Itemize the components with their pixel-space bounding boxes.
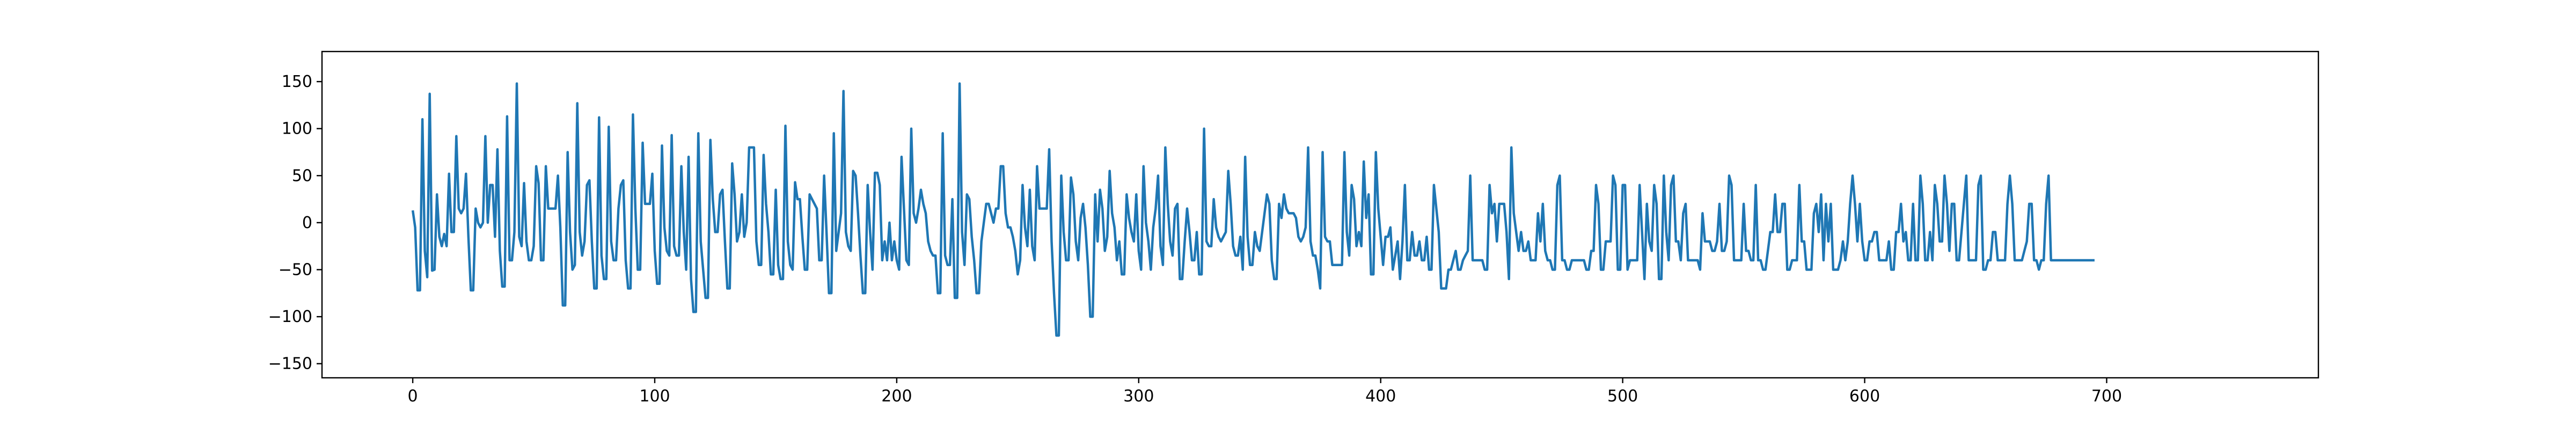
y-tick-label: −150 [268,355,312,374]
x-tick-label: 200 [881,387,912,406]
y-axis: −150 −100 −50 0 50 100 150 [268,72,322,374]
x-tick-label: 500 [1607,387,1638,406]
series-layer [411,82,2095,337]
plot-background [322,52,2318,378]
y-tick-label: 0 [302,214,312,232]
x-tick-label: 100 [639,387,670,406]
x-tick-label: 0 [408,387,418,406]
y-tick-label: 100 [282,120,312,138]
x-tick-label: 700 [2091,387,2122,406]
plot-frame [321,50,2319,379]
series-line-0 [411,82,2095,337]
y-tick-label: 50 [292,166,312,185]
y-tick-label: 150 [282,72,312,91]
x-tick-label: 400 [1365,387,1396,406]
x-axis: 0 100 200 300 400 500 600 700 [408,378,2122,406]
y-tick-label: −100 [268,307,312,326]
x-tick-label: 300 [1123,387,1154,406]
y-tick-label: −50 [279,261,312,280]
x-tick-label: 600 [1849,387,1880,406]
